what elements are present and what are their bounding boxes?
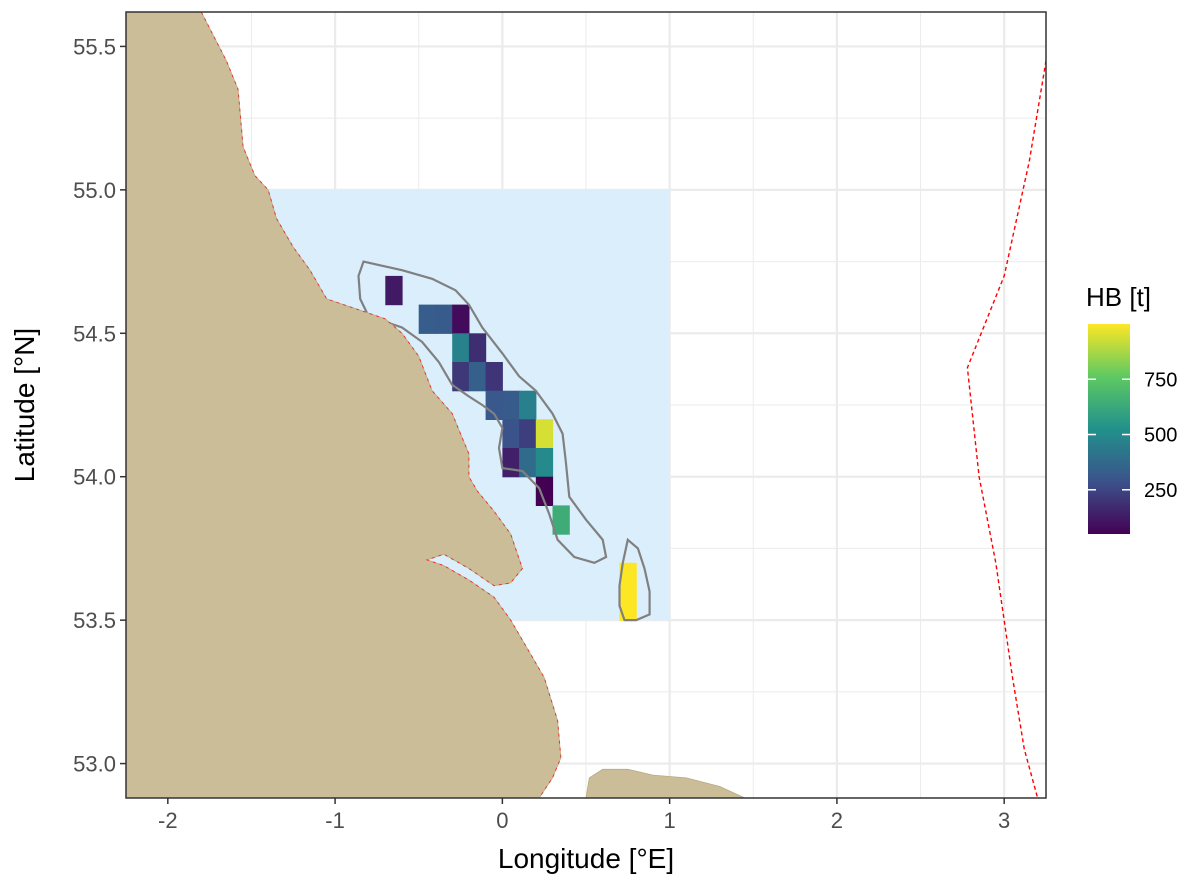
biomass-cell <box>519 448 537 478</box>
biomass-cell <box>519 390 537 420</box>
biomass-cell <box>535 419 554 449</box>
biomass-cell <box>535 448 554 478</box>
colorbar-tick-label: 250 <box>1144 480 1177 502</box>
colorbar-title: HB [t] <box>1086 282 1151 312</box>
survey-outline-main <box>357 260 608 564</box>
x-tick-label: 2 <box>831 808 843 833</box>
y-tick-label: 54.5 <box>73 321 116 346</box>
coastline-land <box>126 12 746 798</box>
colorbar-tick-label: 750 <box>1144 369 1177 391</box>
eez-boundary <box>966 60 1046 798</box>
biomass-cell <box>468 362 487 392</box>
biomass-cell <box>452 362 470 392</box>
x-tick-label: 3 <box>998 808 1010 833</box>
biomass-cell <box>502 419 520 449</box>
y-tick-label: 54.0 <box>73 465 116 490</box>
biomass-cell <box>552 505 570 535</box>
biomass-cell <box>435 304 453 334</box>
y-tick-label: 55.5 <box>73 34 116 59</box>
biomass-cells <box>385 275 637 621</box>
biomass-cell <box>619 562 637 593</box>
x-tick-label: -2 <box>158 808 178 833</box>
x-tick-label: 1 <box>664 808 676 833</box>
biomass-cell <box>452 304 470 334</box>
boundary-dashed-line <box>966 60 1046 798</box>
x-axis-title: Longitude [°E] <box>498 843 674 874</box>
x-tick-label: 0 <box>496 808 508 833</box>
y-tick-label: 53.5 <box>73 608 116 633</box>
x-axis-ticks: -2 -1 0 1 2 3 <box>158 798 1010 833</box>
land-south <box>585 768 746 798</box>
biomass-cell <box>535 476 554 506</box>
y-axis-ticks: 53.0 53.5 54.0 54.5 55.0 55.5 <box>73 34 126 777</box>
biomass-cell <box>519 419 537 449</box>
biomass-cell <box>502 390 520 420</box>
colorbar-ticks: 250 500 750 <box>1088 369 1177 502</box>
y-tick-label: 53.0 <box>73 752 116 777</box>
y-tick-label: 55.0 <box>73 178 116 203</box>
y-axis-title: Latitude [°N] <box>9 328 40 482</box>
survey-outline-small <box>618 537 651 622</box>
biomass-cell <box>619 591 637 621</box>
biomass-cell <box>452 333 470 363</box>
biomass-cell <box>485 390 503 420</box>
biomass-cell <box>418 304 436 334</box>
colorbar-tick-label: 500 <box>1144 425 1177 447</box>
x-tick-label: -1 <box>325 808 345 833</box>
biomass-cell <box>385 275 403 306</box>
colorbar-legend: HB [t] 250 500 750 <box>1086 282 1177 534</box>
biomass-cell <box>468 333 487 363</box>
survey-outlines <box>357 260 651 622</box>
biomass-cell <box>485 362 503 392</box>
panel-border <box>125 11 1047 799</box>
colorbar-gradient <box>1088 324 1130 534</box>
biomass-cell <box>502 448 520 478</box>
